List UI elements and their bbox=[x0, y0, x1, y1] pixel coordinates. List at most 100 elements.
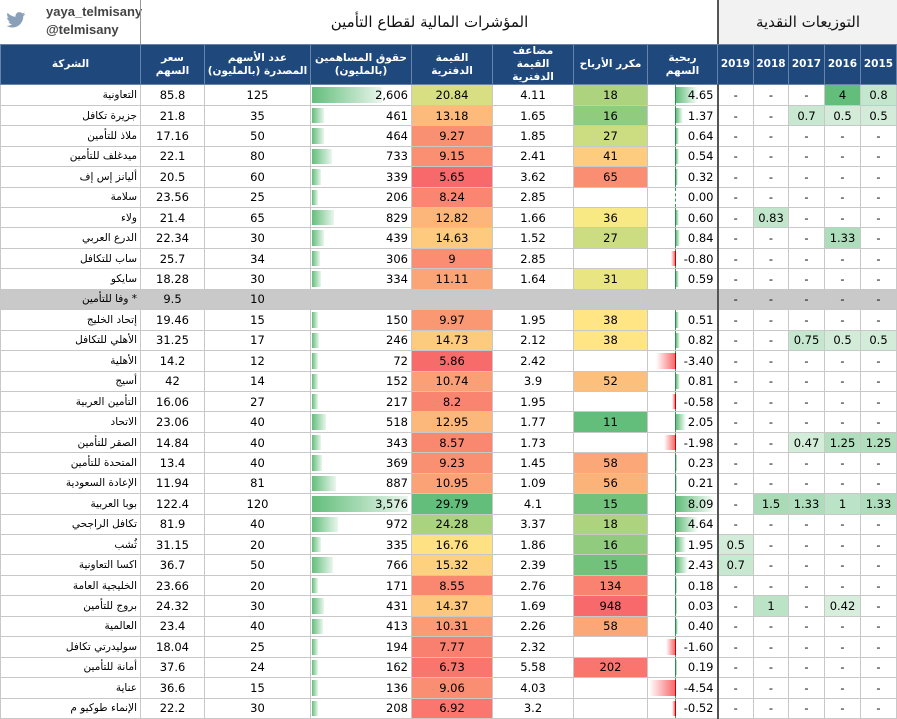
price-cell: 23.4 bbox=[140, 615, 205, 638]
price-cell: 31.25 bbox=[140, 329, 205, 352]
eps-data-bar bbox=[675, 230, 681, 246]
equity-cell: 306 bbox=[310, 247, 412, 270]
equity-cell: 246 bbox=[310, 329, 412, 352]
book-value-cell: 9.97 bbox=[411, 309, 493, 331]
equity-data-bar bbox=[312, 312, 318, 328]
dividend-2015-cell: - bbox=[860, 247, 897, 270]
shares-cell: 14 bbox=[204, 370, 311, 392]
eps-cell: 0.00 bbox=[647, 186, 718, 209]
equity-value: 217 bbox=[386, 394, 408, 409]
dividend-2016-cell: - bbox=[824, 350, 861, 372]
company-cell: بوبا العربية bbox=[0, 493, 141, 515]
eps-value: 0.40 bbox=[687, 619, 714, 634]
dividend-2017-cell: - bbox=[788, 636, 825, 658]
pb-cell: 4.1 bbox=[492, 493, 574, 515]
eps-data-bar bbox=[675, 332, 681, 349]
shares-cell: 120 bbox=[204, 493, 311, 515]
company-cell: ولاء bbox=[0, 206, 141, 229]
eps-value: -0.58 bbox=[683, 394, 714, 409]
company-cell: العالمية bbox=[0, 615, 141, 638]
equity-value: 208 bbox=[386, 701, 408, 716]
pb-cell: 5.58 bbox=[492, 656, 574, 679]
equity-data-bar bbox=[312, 557, 333, 573]
dividend-2018-cell: - bbox=[753, 370, 789, 392]
dividend-2018-cell: 1.5 bbox=[753, 493, 789, 515]
price-cell: 11.94 bbox=[140, 472, 205, 495]
dividend-2019-cell: - bbox=[716, 145, 754, 168]
eps-cell: 0.59 bbox=[647, 268, 718, 290]
dividend-2016-cell: - bbox=[824, 268, 861, 290]
eps-data-bar bbox=[675, 210, 680, 226]
equity-cell: 339 bbox=[310, 166, 412, 188]
equity-data-bar bbox=[312, 639, 318, 655]
eps-value: -1.98 bbox=[683, 435, 714, 450]
dividend-2016-cell: - bbox=[824, 206, 861, 229]
eps-cell bbox=[647, 288, 718, 311]
table-row: الأهلية 14.2 12 72 5.86 2.42 -3.40- - - - - bbox=[0, 350, 897, 372]
dividend-2015-cell: - bbox=[860, 206, 897, 229]
book-value-cell: 8.55 bbox=[411, 574, 493, 597]
dividend-2017-cell: - bbox=[788, 513, 825, 536]
equity-data-bar bbox=[312, 598, 324, 614]
dividend-2019-cell: - bbox=[716, 104, 754, 127]
dividend-2019-cell: - bbox=[716, 186, 754, 209]
dividend-2017-cell: - bbox=[788, 370, 825, 392]
dividend-2016-cell: - bbox=[824, 411, 861, 433]
eps-value: 0.54 bbox=[687, 149, 714, 164]
dividend-2017-cell: - bbox=[788, 206, 825, 229]
pe-cell: 41 bbox=[573, 145, 648, 168]
shares-cell: 50 bbox=[204, 554, 311, 576]
pe-cell bbox=[573, 186, 648, 209]
dividend-2019-cell: - bbox=[716, 350, 754, 372]
company-cell: الأهلية bbox=[0, 350, 141, 372]
shares-cell: 10 bbox=[204, 288, 311, 311]
shares-cell: 40 bbox=[204, 452, 311, 474]
dividend-2016-cell: 1.33 bbox=[824, 227, 861, 249]
dividend-2017-cell: - bbox=[788, 288, 825, 311]
book-value-cell: 10.95 bbox=[411, 472, 493, 495]
price-cell: 122.4 bbox=[140, 493, 205, 515]
equity-cell: 461 bbox=[310, 104, 412, 127]
equity-data-bar bbox=[312, 230, 324, 246]
eps-value: 4.65 bbox=[687, 88, 714, 103]
title-bar: yaya_telmisany @telmisany المؤشرات المال… bbox=[0, 0, 897, 44]
shares-cell: 40 bbox=[204, 615, 311, 638]
pb-cell: 1.73 bbox=[492, 431, 574, 454]
dividend-2018-cell: - bbox=[753, 615, 789, 638]
eps-data-bar bbox=[675, 618, 679, 635]
equity-value: 246 bbox=[386, 333, 408, 348]
dividend-2018-cell: - bbox=[753, 166, 789, 188]
eps-data-bar bbox=[670, 250, 677, 267]
equity-value: 150 bbox=[386, 312, 408, 327]
equity-data-bar bbox=[312, 107, 325, 124]
pb-cell: 1.85 bbox=[492, 125, 574, 147]
dividend-2019-cell: - bbox=[716, 513, 754, 536]
pb-cell: 1.52 bbox=[492, 227, 574, 249]
price-cell: 24.32 bbox=[140, 595, 205, 617]
book-value-cell: 8.24 bbox=[411, 186, 493, 209]
dividend-2019-cell: - bbox=[716, 84, 754, 106]
equity-value: 339 bbox=[386, 169, 408, 184]
shares-cell: 20 bbox=[204, 533, 311, 556]
company-cell: الدرع العربي bbox=[0, 227, 141, 249]
dividend-2017-cell: - bbox=[788, 166, 825, 188]
dividend-2018-cell: - bbox=[753, 145, 789, 168]
dividend-2016-cell: - bbox=[824, 186, 861, 209]
company-cell: عناية bbox=[0, 677, 141, 699]
equity-cell: 152 bbox=[310, 370, 412, 392]
equity-value: 3,576 bbox=[375, 496, 408, 511]
equity-cell: 162 bbox=[310, 656, 412, 679]
equity-data-bar bbox=[312, 189, 318, 205]
eps-cell: 1.37 bbox=[647, 104, 718, 127]
equity-value: 72 bbox=[393, 353, 408, 368]
dividend-2019-cell: - bbox=[716, 615, 754, 638]
table-row: الإعادة السعودية 11.94 81 887 10.95 1.09 56 0.2… bbox=[0, 472, 897, 495]
book-value-cell: 20.84 bbox=[411, 84, 493, 106]
pb-cell bbox=[492, 288, 574, 311]
book-value-cell: 6.73 bbox=[411, 656, 493, 679]
dividend-2016-cell: - bbox=[824, 370, 861, 392]
equity-cell: 2,606 bbox=[310, 84, 412, 106]
equity-value: 461 bbox=[386, 108, 408, 123]
price-cell: 21.4 bbox=[140, 206, 205, 229]
